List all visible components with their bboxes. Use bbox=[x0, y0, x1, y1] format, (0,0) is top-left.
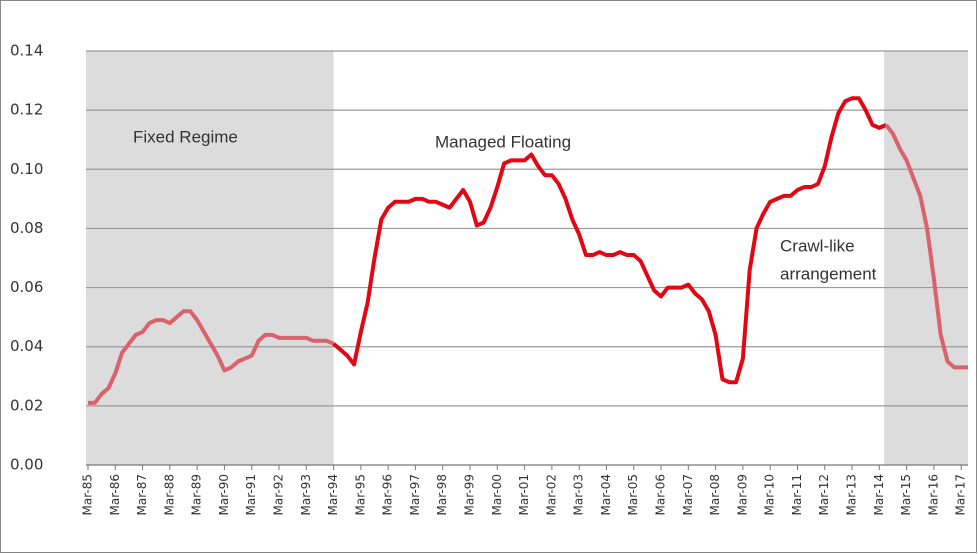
x-tick-label: Mar-08 bbox=[708, 474, 722, 515]
x-tick-label: Mar-17 bbox=[954, 474, 968, 515]
annotation: Crawl-like bbox=[780, 236, 855, 255]
x-tick-label: Mar-89 bbox=[190, 474, 204, 515]
x-tick-label: Mar-00 bbox=[490, 474, 504, 515]
y-tick-label: 0.10 bbox=[10, 160, 43, 178]
x-tick-label: Mar-98 bbox=[435, 474, 449, 515]
y-tick-label: 0.06 bbox=[10, 278, 43, 296]
x-tick-label: Mar-12 bbox=[817, 474, 831, 515]
grid bbox=[86, 50, 968, 470]
x-tick-label: Mar-05 bbox=[626, 474, 640, 515]
series-line bbox=[884, 123, 968, 370]
y-tick-label: 0.00 bbox=[10, 456, 43, 474]
labels: 0.00 0.02 0.04 0.06 0.08 0.10 0.12 0.14 Mar-85 Ma… bbox=[10, 42, 968, 516]
x-tick-label: Mar-03 bbox=[572, 474, 586, 515]
x-tick-label: Mar-88 bbox=[162, 474, 176, 515]
series-line bbox=[88, 309, 335, 405]
x-tick-label: Mar-13 bbox=[845, 474, 859, 515]
regime-shading bbox=[86, 51, 968, 465]
x-tick-label: Mar-97 bbox=[408, 474, 422, 515]
x-tick-label: Mar-01 bbox=[517, 474, 531, 515]
x-tick-label: Mar-02 bbox=[544, 474, 558, 515]
y-tick-label: 0.14 bbox=[10, 42, 43, 60]
x-tick-label: Mar-95 bbox=[353, 474, 367, 515]
x-tick-label: Mar-16 bbox=[926, 474, 940, 515]
x-tick-label: Mar-09 bbox=[735, 474, 749, 515]
y-tick-label: 0.04 bbox=[10, 337, 43, 355]
x-tick-label: Mar-99 bbox=[463, 474, 477, 515]
annotation: arrangement bbox=[780, 264, 877, 283]
x-tick-label: Mar-92 bbox=[272, 474, 286, 515]
x-tick-label: Mar-14 bbox=[872, 474, 886, 515]
x-tick-label: Mar-91 bbox=[244, 474, 258, 515]
x-tick-label: Mar-85 bbox=[81, 474, 95, 515]
regime-band bbox=[884, 51, 968, 465]
y-tick-label: 0.08 bbox=[10, 219, 43, 237]
x-tick-label: Mar-87 bbox=[135, 474, 149, 515]
series-line bbox=[332, 96, 887, 385]
x-tick-label: Mar-93 bbox=[299, 474, 313, 515]
x-tick-label: Mar-06 bbox=[654, 474, 668, 515]
x-tick-label: Mar-11 bbox=[790, 474, 804, 515]
x-tick-label: Mar-10 bbox=[763, 474, 777, 515]
y-tick-label: 0.12 bbox=[10, 101, 43, 119]
lines bbox=[88, 96, 968, 405]
y-tick-label: 0.02 bbox=[10, 396, 43, 414]
annotation: Managed Floating bbox=[435, 132, 571, 151]
x-tick-label: Mar-07 bbox=[681, 474, 695, 515]
x-tick-label: Mar-86 bbox=[108, 474, 122, 515]
annotation: Fixed Regime bbox=[133, 127, 238, 146]
regime-band bbox=[86, 51, 334, 465]
x-tick-label: Mar-04 bbox=[599, 474, 613, 515]
x-tick-label: Mar-96 bbox=[381, 474, 395, 515]
x-tick-label: Mar-15 bbox=[899, 474, 913, 515]
x-tick-label: Mar-94 bbox=[326, 474, 340, 515]
x-tick-label: Mar-90 bbox=[217, 474, 231, 515]
